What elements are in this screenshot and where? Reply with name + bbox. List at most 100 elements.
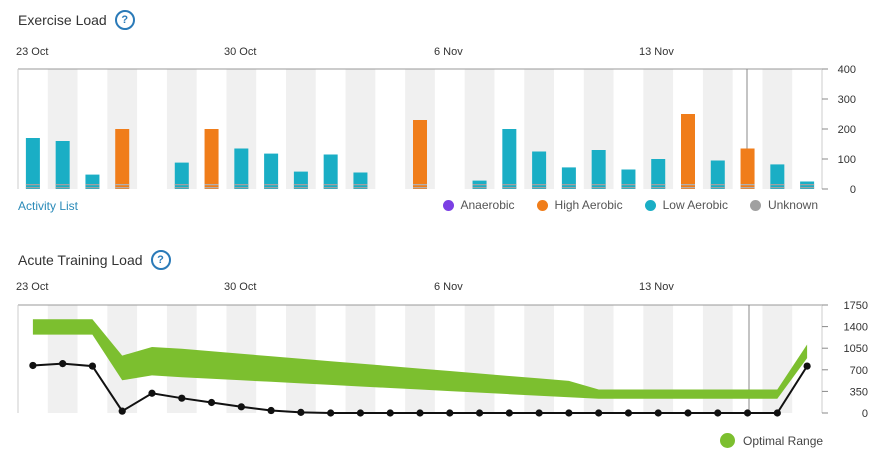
date-label: 13 Nov [639,46,674,58]
unknown-stripe [591,187,606,189]
data-point [803,362,811,370]
data-point [386,409,394,417]
data-point [237,403,245,411]
y-tick-label: 400 [838,64,856,76]
question-circle-icon[interactable]: ? [150,250,171,270]
bar [561,167,576,189]
date-label: 23 Oct [16,46,49,58]
y-tick-label: 1050 [844,343,868,355]
day-shade [464,69,495,189]
unknown-stripe [413,184,427,186]
question-circle-icon[interactable]: ? [114,10,135,30]
legend-label: High Aerobic [554,198,623,212]
bar [591,150,606,189]
data-point [59,360,67,368]
unknown-stripe [770,184,785,186]
unknown-stripe [323,184,338,186]
data-point [297,408,305,416]
unknown-stripe [472,187,487,189]
data-point [29,361,37,370]
unknown-stripe [591,184,606,186]
bar [204,129,219,189]
acute-training-load-title: Acute Training Load ? [18,250,171,270]
exercise-load-title: Exercise Load ? [18,10,135,30]
acute-training-load-title-text: Acute Training Load [18,252,143,268]
legend-item-anaerobic[interactable]: Anaerobic [442,198,515,212]
legend-dot [442,199,454,211]
bar [55,141,70,189]
y-tick-label: 100 [838,154,856,166]
unknown-stripe [561,184,576,186]
activity-list-link[interactable]: Activity List [18,199,79,213]
bar [651,159,666,189]
exercise-load-legend: Anaerobic High Aerobic Low Aerobic Unkno… [442,198,818,212]
unknown-stripe [204,187,219,189]
data-point [595,409,603,417]
day-shade [524,305,554,413]
legend-item-unknown[interactable]: Unknown [749,198,818,212]
data-point [356,409,365,417]
unknown-stripe [174,184,189,186]
bar [502,129,517,189]
y-tick-label: 700 [850,365,868,377]
bar [85,174,100,189]
bar [681,114,695,189]
data-point [88,362,97,370]
unknown-stripe [681,187,695,189]
acute-training-load-legend: Optimal Range [720,433,823,448]
legend-dot [720,433,735,448]
data-point [505,409,513,417]
unknown-stripe [413,187,427,189]
unknown-stripe [532,184,547,186]
unknown-stripe [204,184,219,186]
acute-training-load-chart: 1750 1400 1050 700 350 0 [17,300,868,420]
bar [740,148,755,189]
unknown-stripe [174,187,189,189]
data-point [535,409,543,417]
data-point [684,409,692,417]
optimal-range-band [32,319,808,399]
legend-item-low-aerobic[interactable]: Low Aerobic [644,198,728,212]
unknown-stripe [621,187,636,189]
legend-label: Unknown [767,198,818,212]
unknown-stripe [502,184,517,186]
date-label: 6 Nov [434,46,463,58]
legend-dot [749,199,761,211]
unknown-stripe [293,184,308,186]
legend-label: Low Aerobic [662,198,728,212]
unknown-stripe [561,187,576,189]
legend-item-high-aerobic[interactable]: High Aerobic [536,198,623,212]
data-point [327,409,335,417]
unknown-stripe [472,184,487,186]
unknown-stripe [55,184,70,186]
bar [770,164,785,189]
date-label: 6 Nov [434,281,463,293]
data-point [148,389,156,397]
unknown-stripe [770,187,785,189]
data-point [446,409,454,417]
legend-label: Optimal Range [743,433,824,448]
bar [115,129,130,189]
unknown-stripe [621,184,636,186]
y-tick-label: 200 [838,124,856,136]
unknown-stripe [353,184,368,186]
unknown-stripe [800,187,815,189]
exercise-load-title-text: Exercise Load [18,12,107,28]
unknown-stripe [115,187,130,189]
data-point [475,409,484,417]
unknown-stripe [502,187,517,189]
bar [710,160,725,189]
day-shade [405,305,435,413]
unknown-stripe [234,184,249,186]
bar [174,162,189,189]
unknown-stripe [800,184,815,186]
unknown-stripe [264,187,279,189]
data-point [267,406,275,415]
date-label: 23 Oct [16,281,49,293]
data-point [118,407,126,415]
unknown-stripe [532,187,547,189]
data-point [654,409,662,417]
legend-dot [536,199,548,211]
unknown-stripe [85,187,100,189]
bar [323,154,338,189]
